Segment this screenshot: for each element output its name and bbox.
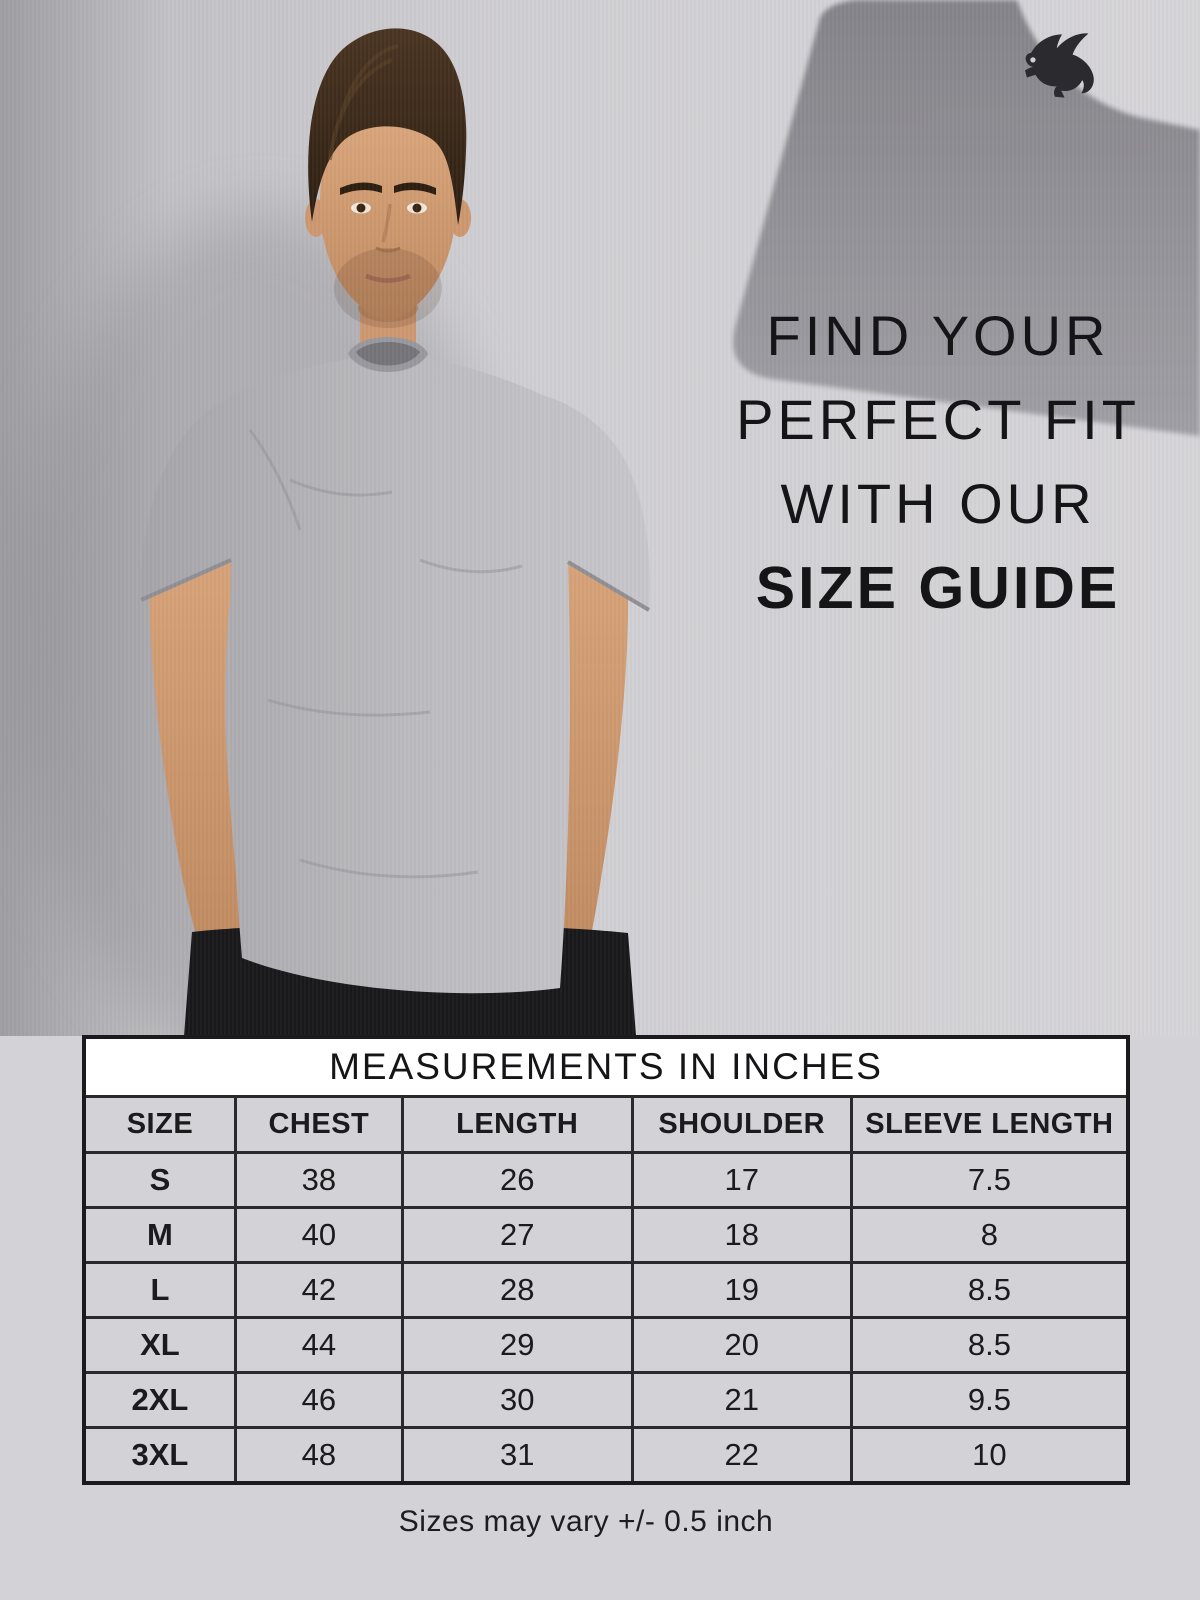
length-cell: 29 (400, 1316, 634, 1374)
sleeve-cell: 7.5 (849, 1151, 1130, 1209)
model-tshirt (140, 358, 650, 994)
size-cell: XL (82, 1316, 237, 1374)
sleeve-cell: 10 (849, 1426, 1130, 1485)
model-face (320, 76, 456, 322)
left-eyebrow (340, 182, 382, 195)
model-stubble (334, 248, 442, 328)
right-sleeve-hem (566, 560, 651, 612)
chest-cell: 40 (233, 1206, 404, 1264)
length-cell: 31 (400, 1426, 634, 1485)
table-row-2xl: 2XL 46 30 21 9.5 (82, 1371, 1130, 1429)
shoulder-cell: 22 (630, 1426, 853, 1485)
chest-cell: 42 (233, 1261, 404, 1319)
size-table: MEASUREMENTS IN INCHES SIZE CHEST LENGTH… (82, 1035, 1130, 1485)
shoulder-cell: 21 (630, 1371, 853, 1429)
model-photo (0, 0, 1200, 1036)
collar-opening-shadow (356, 342, 420, 366)
length-cell: 28 (400, 1261, 634, 1319)
length-cell: 30 (400, 1371, 634, 1429)
table-row-m: M 40 27 18 8 (82, 1206, 1130, 1264)
size-variance-footnote: Sizes may vary +/- 0.5 inch (398, 1505, 774, 1538)
table-header-row: SIZE CHEST LENGTH SHOULDER SLEEVE LENGTH (82, 1095, 1130, 1154)
column-header-length: LENGTH (400, 1095, 634, 1154)
table-row-xl: XL 44 29 20 8.5 (82, 1316, 1130, 1374)
column-header-chest: CHEST (233, 1095, 404, 1154)
shoulder-cell: 18 (630, 1206, 853, 1264)
model-hair (308, 28, 467, 226)
size-cell: S (82, 1151, 237, 1209)
length-cell: 27 (400, 1206, 634, 1264)
shoulder-cell: 20 (630, 1316, 853, 1374)
rabbit-eye (1030, 57, 1036, 63)
chest-cell: 38 (233, 1151, 404, 1209)
table-title: MEASUREMENTS IN INCHES (82, 1035, 1130, 1098)
column-header-shoulder: SHOULDER (630, 1095, 853, 1154)
headline-line-4: SIZE GUIDE (755, 555, 1121, 621)
sleeve-cell: 8.5 (849, 1261, 1130, 1319)
chest-cell: 44 (233, 1316, 404, 1374)
table-row-3xl: 3XL 48 31 22 10 (82, 1426, 1130, 1485)
size-table-container: MEASUREMENTS IN INCHES SIZE CHEST LENGTH… (82, 1035, 1130, 1485)
model-nose (381, 203, 392, 243)
shoulder-cell: 19 (630, 1261, 853, 1319)
table-row-s: S 38 26 17 7.5 (82, 1151, 1130, 1209)
column-header-sleeve-length: SLEEVE LENGTH (849, 1095, 1130, 1154)
left-sleeve-hem (140, 558, 232, 602)
sleeve-cell: 9.5 (849, 1371, 1130, 1429)
column-header-size: SIZE (82, 1095, 237, 1154)
tshirt-wrinkles (248, 429, 523, 879)
model-illustration (140, 28, 651, 1036)
model-mouth (365, 273, 411, 283)
model-eyes (351, 202, 427, 214)
size-cell: 2XL (82, 1371, 237, 1429)
headline: FIND YOUR PERFECT FIT WITH OUR SIZE GUID… (668, 294, 1200, 630)
rabbit-logo-icon (1025, 33, 1094, 98)
table-title-row: MEASUREMENTS IN INCHES (82, 1035, 1130, 1098)
shoulder-cell: 17 (630, 1151, 853, 1209)
chest-cell: 46 (233, 1371, 404, 1429)
size-cell: 3XL (82, 1426, 237, 1485)
table-row-l: L 42 28 19 8.5 (82, 1261, 1130, 1319)
size-cell: M (82, 1206, 237, 1264)
nostril-line (375, 246, 401, 253)
sleeve-cell: 8 (849, 1206, 1130, 1264)
chest-cell: 48 (233, 1426, 404, 1485)
checkmark-wall-shadow (733, 0, 1200, 436)
sleeve-cell: 8.5 (849, 1316, 1130, 1374)
headline-line-1: FIND YOUR (766, 304, 1110, 367)
headline-line-3: WITH OUR (780, 472, 1096, 535)
size-cell: L (82, 1261, 237, 1319)
right-eyebrow (394, 182, 436, 195)
headline-line-2: PERFECT FIT (736, 388, 1140, 451)
length-cell: 26 (400, 1151, 634, 1209)
hair-highlights (328, 44, 399, 161)
